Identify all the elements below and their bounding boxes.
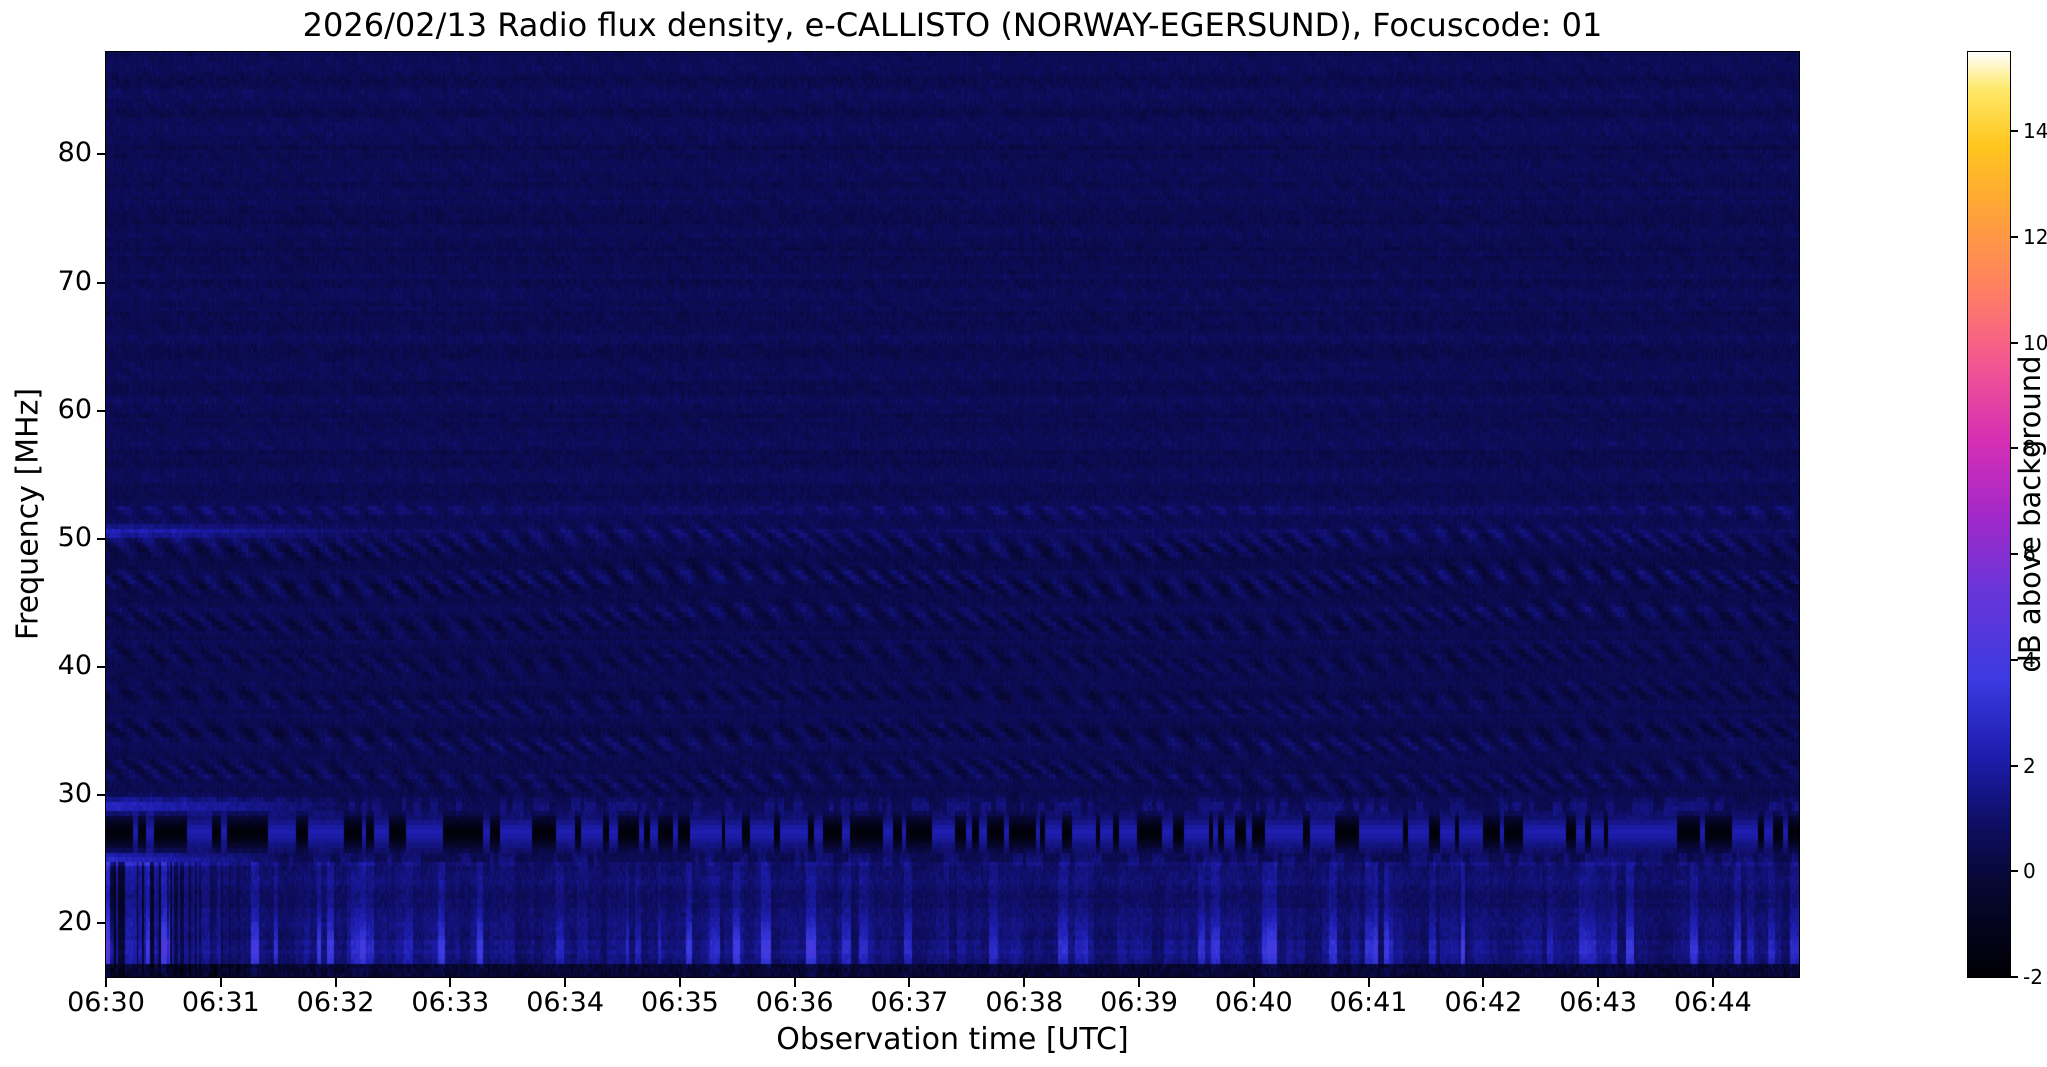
- chart-title: 2026/02/13 Radio flux density, e-CALLIST…: [302, 6, 1603, 44]
- x-tick-label: 06:30: [67, 987, 145, 1018]
- colorbar-tick-mark: [2011, 447, 2018, 450]
- colorbar-tick-mark: [2011, 976, 2018, 978]
- colorbar-tick-label: -2: [2023, 965, 2043, 989]
- y-tick-mark: [97, 409, 106, 412]
- y-tick-mark: [97, 665, 106, 668]
- colorbar-tick-label: 0: [2023, 859, 2036, 884]
- x-tick-mark: [105, 978, 107, 987]
- x-tick-label: 06:39: [1100, 987, 1178, 1018]
- y-tick-label: 60: [57, 393, 92, 425]
- x-tick-mark: [1711, 978, 1714, 987]
- colorbar-tick-mark: [2011, 553, 2018, 556]
- y-tick-mark: [97, 153, 106, 156]
- colorbar-tick-label: 14: [2023, 119, 2047, 144]
- y-tick-mark: [97, 794, 106, 797]
- colorbar-tick-mark: [2011, 236, 2018, 238]
- x-axis-label: Observation time [UTC]: [776, 1022, 1129, 1057]
- x-tick-mark: [908, 978, 911, 987]
- x-tick-label: 06:41: [1329, 987, 1408, 1018]
- colorbar-tick-mark: [2011, 658, 2018, 661]
- colorbar-tick-mark: [2011, 341, 2018, 344]
- x-tick-mark: [1252, 978, 1255, 987]
- x-tick-label: 06:31: [181, 987, 260, 1018]
- x-tick-mark: [1138, 978, 1141, 987]
- x-tick-mark: [449, 978, 452, 987]
- colorbar-tick-label: 2: [2023, 753, 2036, 778]
- x-tick-mark: [564, 978, 567, 987]
- x-tick-label: 06:33: [411, 987, 490, 1018]
- x-tick-label: 06:36: [755, 987, 834, 1018]
- y-tick-label: 20: [57, 906, 92, 938]
- colorbar-label: dB above background: [2013, 355, 2047, 673]
- x-tick-mark: [678, 978, 681, 987]
- y-tick-label: 80: [57, 137, 92, 169]
- x-tick-label: 06:43: [1559, 987, 1638, 1018]
- x-tick-label: 06:42: [1444, 987, 1523, 1018]
- colorbar-tick-mark: [2011, 870, 2018, 873]
- x-tick-label: 06:38: [985, 987, 1064, 1018]
- colorbar-tick-mark: [2011, 764, 2018, 767]
- x-tick-mark: [1597, 978, 1600, 987]
- x-tick-mark: [334, 978, 337, 987]
- y-axis-label: Frequency [MHz]: [10, 387, 46, 641]
- colorbar: [1967, 51, 2011, 978]
- colorbar-tick-mark: [2011, 130, 2018, 133]
- colorbar-tick-label: 10: [2023, 330, 2047, 355]
- x-tick-mark: [793, 978, 796, 987]
- colorbar-tick-label: 12: [2023, 225, 2047, 249]
- y-tick-label: 40: [57, 649, 92, 681]
- x-tick-mark: [219, 978, 222, 987]
- x-tick-mark: [1367, 978, 1370, 987]
- colorbar-tick-label: 8: [2023, 436, 2036, 461]
- colorbar-tick-label: 6: [2023, 542, 2036, 567]
- x-tick-label: 06:32: [296, 987, 375, 1018]
- x-tick-mark: [1023, 978, 1026, 987]
- x-tick-label: 06:40: [1214, 987, 1293, 1018]
- colorbar-tick-label: 4: [2023, 647, 2036, 672]
- y-tick-label: 70: [57, 265, 92, 297]
- spectrogram-canvas: [105, 51, 1800, 978]
- y-tick-mark: [97, 537, 106, 540]
- y-tick-label: 30: [57, 778, 92, 810]
- x-tick-label: 06:37: [870, 987, 949, 1018]
- y-tick-mark: [97, 281, 106, 284]
- x-tick-mark: [1482, 978, 1485, 987]
- x-tick-label: 06:44: [1674, 987, 1752, 1018]
- y-tick-mark: [97, 922, 106, 925]
- x-tick-label: 06:35: [640, 987, 719, 1018]
- x-tick-label: 06:34: [526, 987, 605, 1018]
- y-tick-label: 50: [57, 521, 92, 553]
